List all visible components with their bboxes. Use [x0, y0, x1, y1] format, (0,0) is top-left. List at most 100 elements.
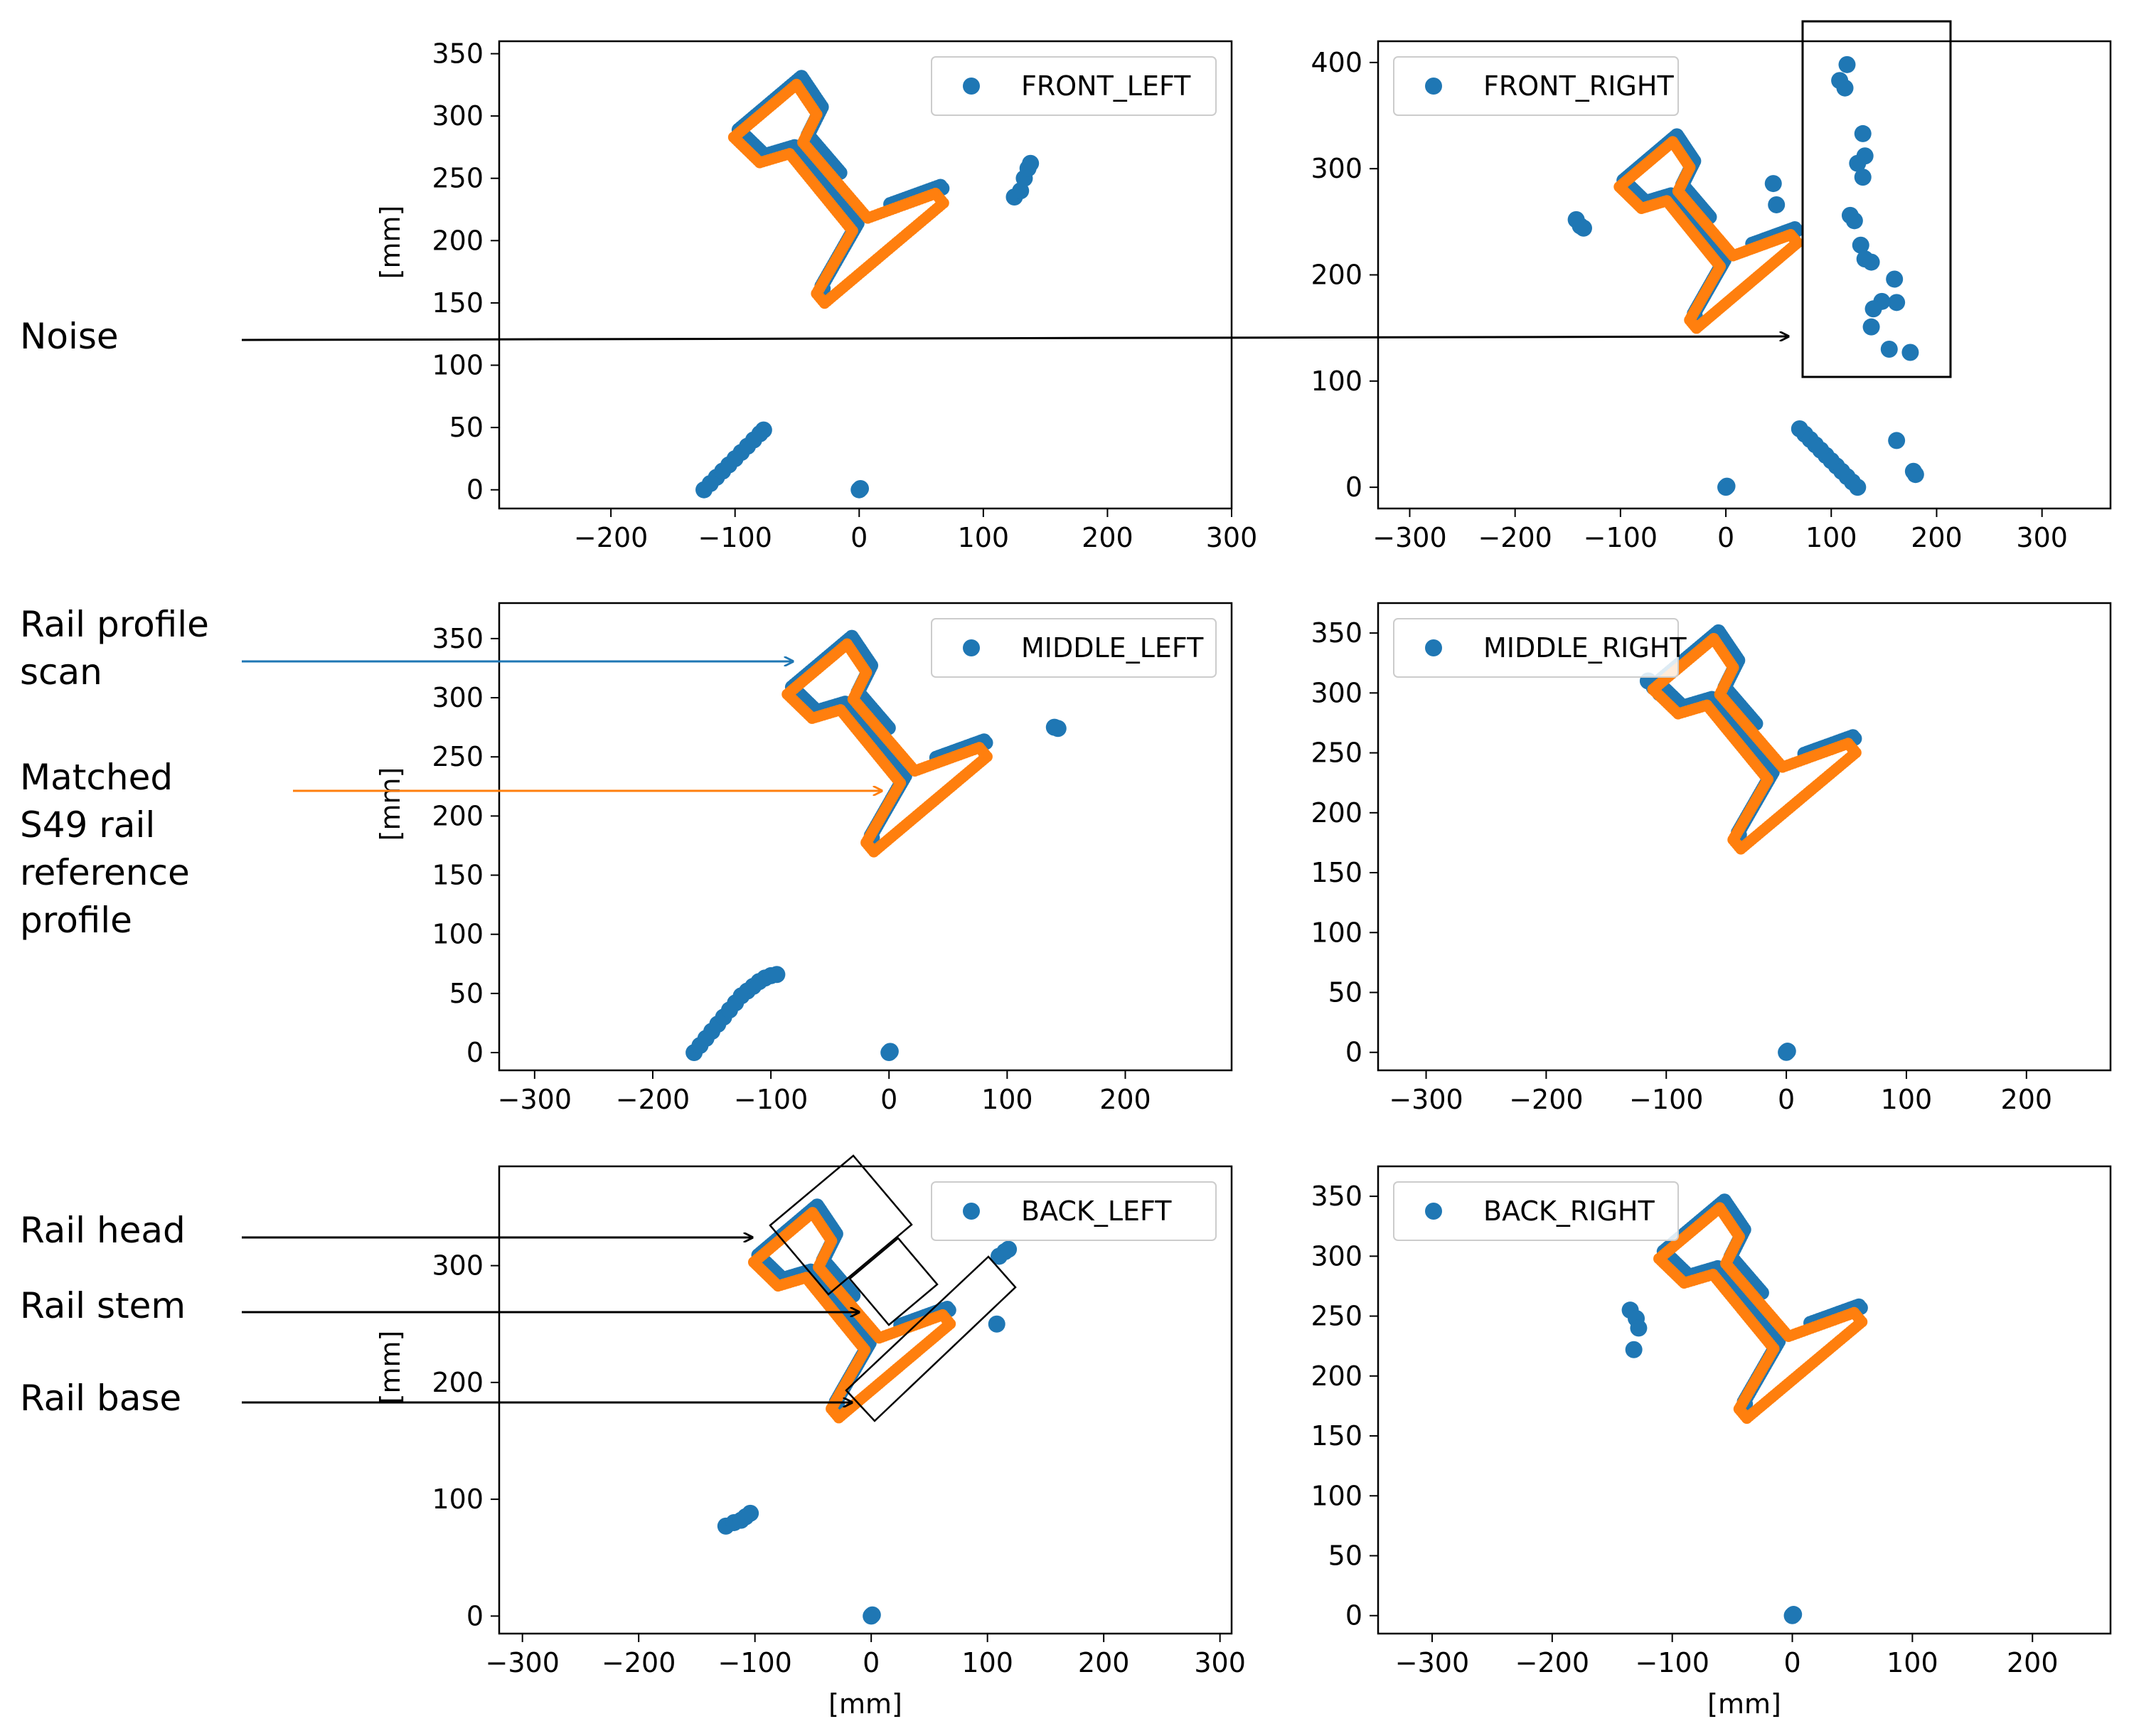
scan-noise-point: [852, 479, 870, 497]
legend-label: FRONT_RIGHT: [1483, 70, 1674, 102]
y-tick-label: 50: [1328, 1540, 1362, 1572]
y-tick-label: 100: [432, 1484, 484, 1515]
y-tick-label: 250: [432, 741, 484, 772]
y-tick-label: 400: [1311, 47, 1362, 78]
legend: BACK_LEFT: [931, 1181, 1217, 1241]
scan-noise-point: [1768, 196, 1786, 213]
x-tick-label: 0: [1778, 1084, 1795, 1115]
x-tick-label: 100: [1881, 1084, 1933, 1115]
y-tick-label: 150: [1311, 857, 1362, 888]
y-tick-label: 200: [432, 1367, 484, 1398]
y-tick-label: 100: [432, 919, 484, 950]
scan-noise-point: [1888, 432, 1906, 449]
reference-point: [866, 843, 878, 856]
y-tick-label: 0: [1345, 1037, 1362, 1068]
x-tick-label: 100: [981, 1084, 1033, 1115]
axes-frame: [1377, 1165, 2112, 1635]
x-tick-label: 0: [863, 1647, 880, 1678]
rail-base-box: [845, 1255, 1017, 1422]
legend-label: MIDDLE_RIGHT: [1483, 632, 1687, 664]
x-tick-label: −300: [1372, 522, 1446, 553]
y-axis-label: [mm]: [375, 767, 406, 841]
axes-frame: [1377, 602, 2112, 1072]
chart-panel-back-left: −300 −200 −100 0 100 200 300 0 100 200 300 [mm] [mm]…: [375, 1165, 1246, 1720]
legend-marker: [963, 78, 980, 95]
reference-point: [1733, 841, 1745, 853]
y-tick-label: 0: [466, 1037, 484, 1068]
y-tick-label: 250: [432, 163, 484, 194]
annotation-rail-head: Rail head: [20, 1210, 186, 1251]
x-tick-label: −100: [1636, 1647, 1709, 1678]
plot-area: [1621, 1193, 1868, 1624]
chart-panel-middle-right: −300 −200 −100 0 100 200 0 50 100 150 200 250 300 350…: [1311, 602, 2112, 1115]
axes-frame: [498, 1165, 1233, 1635]
axes-frame: [498, 602, 1233, 1072]
legend: FRONT_RIGHT: [1393, 56, 1679, 116]
x-tick-label: 300: [1194, 1647, 1246, 1678]
scan-noise-point: [1864, 300, 1882, 318]
scan-noise-point: [1764, 175, 1782, 193]
legend-box: [1393, 618, 1679, 678]
annotation-rail-base: Rail base: [20, 1378, 181, 1419]
scan-noise-point: [1022, 154, 1040, 172]
scan-noise-point: [863, 1606, 881, 1624]
rail-stem-box: [848, 1237, 939, 1326]
scan-noise-point: [1854, 169, 1872, 186]
scan-noise-point: [1852, 236, 1869, 254]
y-tick-label: 200: [432, 225, 484, 256]
legend-label: BACK_LEFT: [1021, 1196, 1172, 1227]
scan-noise-point: [1630, 1319, 1648, 1337]
y-tick-label: 50: [449, 978, 484, 1009]
legend: FRONT_LEFT: [931, 56, 1217, 116]
x-tick-label: 200: [1099, 1084, 1151, 1115]
chart-panel-front-left: −200 −100 0 100 200 300 0 50 100 150 200 250 300 350 […: [375, 38, 1257, 553]
scan-noise-point: [1845, 212, 1863, 230]
scan-noise-point: [1888, 294, 1906, 311]
scan-noise-point: [1849, 154, 1867, 172]
x-tick-label: −100: [698, 522, 772, 553]
legend-marker: [963, 639, 980, 656]
x-tick-label: −200: [574, 522, 648, 553]
y-tick-label: 350: [432, 38, 484, 70]
y-axis-label: [mm]: [375, 1331, 406, 1405]
scan-noise-point: [768, 966, 786, 984]
y-tick-label: 200: [432, 800, 484, 831]
y-tick-label: 200: [1311, 260, 1362, 291]
x-tick-label: −100: [1629, 1084, 1703, 1115]
reference-point: [1739, 1410, 1751, 1422]
y-tick-label: 50: [449, 412, 484, 443]
plot-area: [695, 70, 1040, 499]
legend-box: [1393, 1181, 1679, 1241]
y-axis-label: [mm]: [375, 206, 406, 279]
y-tick-label: 200: [1311, 1360, 1362, 1392]
legend-box: [931, 618, 1217, 678]
y-tick-label: 150: [432, 287, 484, 319]
scan-noise-point: [1904, 462, 1922, 480]
y-tick-label: 0: [1345, 472, 1362, 503]
plot-area: [685, 629, 1067, 1062]
y-tick-label: 200: [1311, 797, 1362, 829]
y-tick-label: 50: [1328, 977, 1362, 1008]
reference-point: [816, 294, 828, 307]
scan-noise-point: [881, 1043, 899, 1060]
legend-box: [931, 56, 1217, 116]
plot-area: [1567, 55, 1924, 496]
y-tick-label: 150: [1311, 1420, 1362, 1452]
legend-label: BACK_RIGHT: [1483, 1196, 1655, 1227]
x-tick-label: 100: [1887, 1647, 1938, 1678]
x-tick-label: 100: [1805, 522, 1857, 553]
annotation-rail-stem: Rail stem: [20, 1285, 186, 1326]
y-tick-label: 300: [432, 682, 484, 713]
scan-noise-point: [1838, 55, 1856, 73]
legend-marker: [963, 1203, 980, 1220]
scan-noise-point: [1862, 253, 1880, 271]
x-tick-label: 100: [958, 522, 1010, 553]
legend-marker: [1425, 639, 1442, 656]
scan-noise-point: [742, 1504, 759, 1522]
annotation-noise: Noise: [20, 316, 119, 357]
scan-noise-point: [1049, 720, 1067, 737]
x-tick-label: −100: [734, 1084, 808, 1115]
reference-point: [1689, 320, 1701, 332]
y-tick-label: 300: [432, 1250, 484, 1282]
